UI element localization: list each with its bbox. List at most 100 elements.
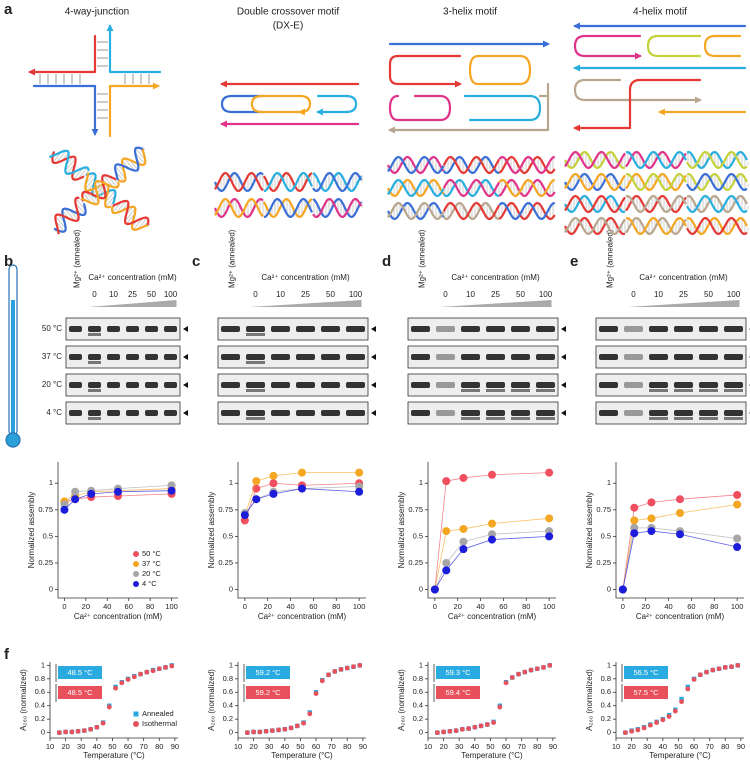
helix-strand — [625, 150, 687, 170]
y-axis-label: Normalized assembly — [397, 492, 406, 568]
gel-band — [69, 326, 82, 332]
helix-strand — [442, 155, 500, 175]
data-point — [488, 519, 496, 528]
helix-rung — [77, 167, 88, 180]
y-axis-label: A₂₆₀ (normalized) — [207, 669, 216, 731]
helix-rung — [94, 183, 106, 197]
helix-rung — [74, 202, 86, 215]
x-tick-label: 20 — [61, 742, 69, 751]
gel-band — [411, 354, 430, 360]
y-tick-label: 0.5 — [43, 531, 53, 540]
helix-strand — [564, 216, 626, 236]
y-tick-label: 1 — [419, 660, 423, 669]
y-tick-label: 1 — [41, 660, 45, 669]
annotation-box — [624, 666, 668, 679]
helix-strand — [564, 194, 626, 214]
gel-band — [346, 326, 365, 332]
data-point — [733, 534, 742, 543]
data-point — [119, 680, 125, 686]
helix-strand — [564, 216, 626, 236]
motif-title: Double crossover motif — [237, 7, 339, 18]
x-tick-label: 80 — [710, 602, 718, 611]
data-point — [497, 704, 503, 710]
helix-strand — [263, 197, 313, 219]
x-tick-label: 80 — [343, 742, 351, 751]
gel-band — [69, 410, 82, 416]
helix-rung — [83, 170, 89, 177]
gel-image — [595, 345, 747, 369]
gel-band — [511, 410, 530, 416]
motif-title: (DX-E) — [273, 21, 304, 32]
helix-strand — [263, 171, 313, 193]
y-tick-label: 1 — [229, 660, 233, 669]
gel-band — [246, 410, 265, 416]
y-tick-label: 0.2 — [35, 714, 45, 723]
gel-axis-label: Ca²⁺ concentration (mM) — [88, 273, 177, 282]
data-point — [63, 729, 69, 735]
data-point — [679, 699, 684, 705]
panel-label: d — [382, 253, 391, 270]
gel-band — [699, 417, 718, 420]
helix-rung — [104, 190, 116, 203]
x-tick-label: 10 — [46, 742, 54, 751]
data-point — [269, 479, 278, 488]
data-point — [635, 727, 641, 733]
data-point — [88, 726, 93, 732]
x-tick-label: 60 — [124, 742, 132, 751]
helix-strand — [498, 201, 556, 221]
x-tick-label: 0 — [62, 602, 66, 611]
gel-band — [246, 333, 265, 336]
data-point — [488, 535, 496, 544]
x-tick-label: 50 — [108, 742, 116, 751]
legend-label: 37 °C — [142, 559, 161, 568]
helix-strand — [625, 150, 687, 170]
data-point — [434, 730, 440, 736]
x-tick-label: 90 — [549, 742, 557, 751]
motif-title: 3-helix motif — [443, 7, 497, 18]
data-point — [332, 669, 338, 674]
gel-lane-label: 25 — [491, 290, 500, 299]
gel-band — [536, 382, 555, 388]
data-point — [666, 714, 672, 719]
gel-axis-label: Ca²⁺ concentration (mM) — [451, 273, 540, 282]
gel-band — [271, 354, 290, 360]
gel-arrow — [183, 382, 188, 388]
x-tick-label: 20 — [82, 602, 90, 611]
data-point — [691, 677, 697, 682]
data-point — [288, 725, 294, 731]
helix-strand — [498, 155, 556, 175]
x-tick-label: 10 — [612, 742, 620, 751]
gel-band — [536, 417, 555, 420]
gel-band — [486, 389, 505, 392]
gel-band — [145, 326, 158, 332]
gel-band — [164, 326, 177, 332]
gel-band — [271, 410, 290, 416]
gel-image — [407, 373, 559, 397]
gel-band — [724, 417, 743, 420]
helix-strand — [625, 194, 687, 214]
gel-band — [624, 382, 643, 388]
data-point — [338, 666, 344, 672]
gel-band — [536, 354, 555, 360]
gel-image — [217, 373, 369, 397]
data-point — [488, 470, 496, 479]
x-axis-label: Ca²⁺ concentration (mM) — [636, 612, 725, 621]
x-tick-label: 80 — [721, 742, 729, 751]
gel-band — [461, 326, 480, 332]
data-point — [252, 477, 261, 486]
data-point — [81, 728, 87, 734]
gel-wedge — [88, 300, 177, 307]
helix-rung — [134, 152, 146, 165]
helix-strand — [214, 197, 264, 219]
data-point — [647, 527, 656, 536]
gel-band — [461, 382, 480, 388]
data-point — [672, 708, 678, 714]
helix-strand — [81, 174, 117, 202]
gel-lane-label: 10 — [109, 290, 118, 299]
helix-strand — [498, 178, 556, 198]
y-tick-label: 0.6 — [223, 687, 233, 696]
data-point — [298, 468, 306, 477]
panel-label: b — [4, 253, 13, 270]
data-point — [545, 514, 554, 523]
gel-band — [536, 389, 555, 392]
